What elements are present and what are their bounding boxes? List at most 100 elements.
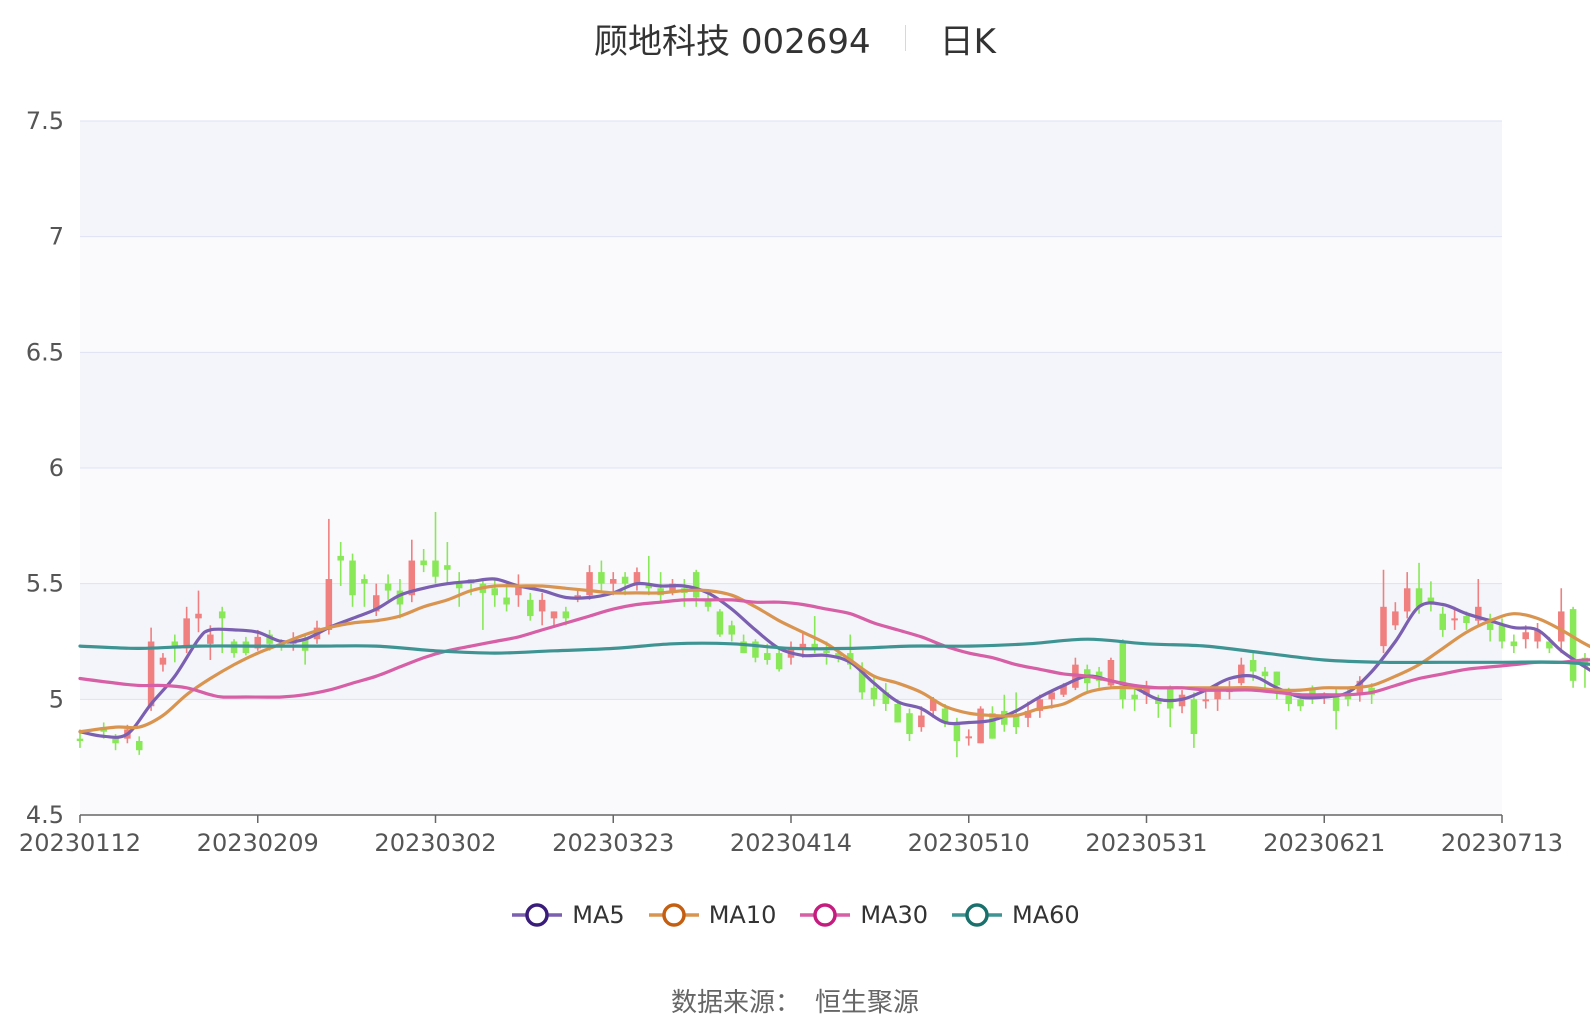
candle-up — [159, 657, 167, 665]
x-tick-label: 20230112 — [19, 829, 141, 857]
candle-down — [1546, 641, 1553, 649]
candle-down — [621, 576, 629, 584]
candle-down — [171, 641, 179, 649]
candle-down — [1486, 618, 1494, 630]
candle-up — [1522, 632, 1529, 640]
candle-down — [906, 713, 913, 735]
candle-up — [1403, 588, 1411, 612]
candle-up — [515, 585, 522, 596]
candle-down — [218, 611, 226, 619]
legend-circle — [813, 903, 838, 927]
candle-up — [550, 611, 558, 619]
ma-line-ma60 — [78, 637, 1590, 666]
candle-down — [1119, 641, 1127, 700]
candle-down — [1131, 694, 1138, 700]
candle-up — [1143, 687, 1150, 695]
candle-up — [1534, 629, 1541, 642]
candle-up — [977, 708, 984, 744]
candle-up — [1107, 660, 1115, 686]
plot-band — [80, 236, 1502, 353]
candle-down — [775, 653, 783, 670]
candle-down — [870, 687, 878, 700]
candle-up — [799, 643, 807, 649]
legend-item-ma5[interactable]: MA5 — [510, 900, 625, 930]
candle-down — [740, 641, 747, 654]
candle-down — [384, 583, 392, 591]
candle-up — [574, 595, 581, 598]
y-tick-label: 6.5 — [26, 338, 64, 366]
legend: MA5 MA10 MA30 MA60 — [0, 900, 1590, 930]
candle-up — [1380, 606, 1387, 647]
data-source: 数据来源： 恒生聚源 — [0, 982, 1590, 1019]
candle-down — [598, 572, 605, 584]
plot-bands — [80, 121, 1502, 815]
candle-up — [147, 641, 155, 707]
data-source-name: 恒生聚源 — [815, 988, 920, 1018]
x-tick-label: 20230531 — [1085, 829, 1207, 857]
candle-up — [1238, 664, 1245, 684]
candle-up — [929, 699, 937, 711]
x-tick-label: 20230414 — [730, 829, 852, 857]
candle-down — [1249, 660, 1257, 672]
data-source-label: 数据来源： — [670, 988, 801, 1018]
x-tick-label: 20230302 — [374, 829, 496, 857]
candle-up — [609, 579, 617, 584]
candle-up — [1024, 710, 1032, 718]
legend-item-ma30[interactable]: MA30 — [798, 900, 928, 930]
candle-up — [1060, 685, 1067, 695]
y-tick-label: 5 — [49, 685, 64, 713]
candle-down — [562, 611, 570, 619]
y-tick-label: 6 — [49, 454, 64, 482]
candle-down — [1261, 671, 1269, 677]
candle-up — [1048, 692, 1055, 700]
candle-down — [1510, 641, 1518, 647]
legend-item-ma10[interactable]: MA10 — [647, 900, 776, 930]
candle-down — [349, 560, 356, 596]
axes: 4.5 5 5.5 6 6.5 7 7.5 20230112 20230209 20230302 2… — [19, 107, 1563, 857]
candle-up — [1475, 606, 1482, 621]
candle-down — [337, 555, 344, 561]
candle-down — [361, 579, 368, 584]
candle-down — [1166, 687, 1174, 709]
legend-circle — [661, 903, 686, 927]
candle-down — [1190, 699, 1198, 735]
candle-up — [207, 634, 214, 644]
candle-down — [941, 708, 949, 723]
candle-down — [432, 560, 439, 577]
candle-down — [728, 625, 736, 635]
candle-down — [894, 703, 901, 723]
ma-lines — [78, 577, 1590, 739]
candle-down — [1463, 616, 1470, 623]
candle-up — [1451, 618, 1458, 621]
candle-down — [645, 583, 653, 589]
legend-marker-icon — [648, 903, 699, 927]
candle-down — [503, 597, 510, 605]
candle-up — [372, 595, 380, 612]
y-tick-label: 5.5 — [26, 570, 64, 598]
x-tick-label: 20230713 — [1441, 829, 1563, 857]
candle-down — [444, 565, 451, 570]
title-divider — [904, 25, 906, 51]
candle-down — [1344, 694, 1352, 700]
ma-line-ma5 — [78, 577, 1590, 739]
plot-band — [80, 352, 1502, 468]
legend-circle — [525, 903, 550, 927]
legend-label: MA5 — [572, 901, 625, 929]
legend-item-ma60[interactable]: MA60 — [950, 900, 1080, 930]
candle-down — [76, 738, 84, 741]
candle-down — [1285, 690, 1292, 704]
plot-band — [80, 699, 1502, 815]
candle-down — [1427, 597, 1435, 603]
candle-down — [455, 583, 463, 589]
candle-up — [538, 599, 546, 612]
y-tick-label: 4.5 — [26, 801, 64, 829]
x-tick-label: 20230621 — [1263, 829, 1385, 857]
grid-lines — [80, 120, 1502, 700]
chart-title: 顾地科技 002694 — [594, 21, 871, 62]
candle-down — [953, 722, 961, 741]
candle-down — [858, 669, 866, 693]
candle-down — [396, 590, 404, 605]
plot-band — [80, 121, 1502, 237]
candle-up — [183, 618, 190, 649]
candle-up — [1557, 611, 1565, 642]
